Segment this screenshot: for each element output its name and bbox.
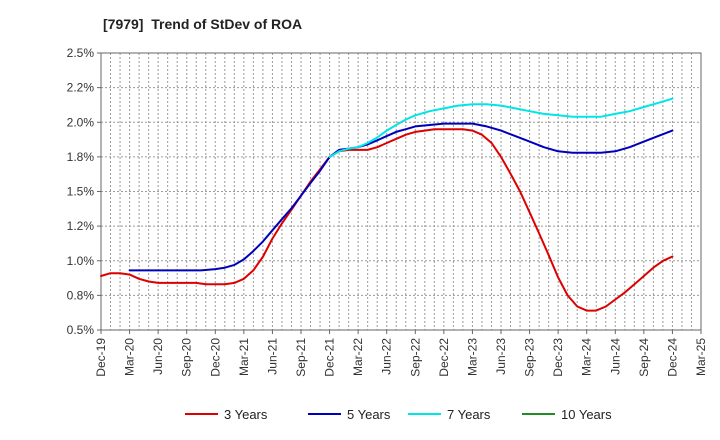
x-tick-label: Jun-20: [151, 338, 165, 375]
x-tick-label: Mar-22: [351, 338, 365, 376]
x-tick-label: Dec-21: [323, 338, 337, 377]
x-tick-label: Mar-20: [123, 338, 137, 376]
y-tick-label: 1.5%: [67, 185, 95, 199]
grid-layer: [101, 52, 701, 331]
x-tick-label: Dec-19: [94, 338, 108, 377]
x-tick-label: Dec-20: [208, 338, 222, 377]
x-tick-label: Sep-21: [294, 338, 308, 377]
x-tick-label: Dec-24: [665, 338, 679, 377]
series-line-5-years: [128, 122, 674, 272]
y-tick-label: 1.8%: [67, 150, 95, 164]
legend-label-10-years: 10 Years: [561, 407, 612, 422]
y-tick-label: 1.2%: [67, 219, 95, 233]
x-axis: Dec-19 Mar-20 Jun-20 Sep-20 Dec-20 Mar-21 Jun-…: [94, 330, 708, 377]
legend-label-3-years: 3 Years: [224, 407, 268, 422]
chart-title: [7979] Trend of StDev of ROA: [103, 16, 303, 32]
series-layer: [100, 97, 674, 312]
x-tick-label: Mar-24: [580, 338, 594, 376]
y-tick-label: 0.8%: [67, 288, 95, 302]
x-tick-label: Sep-23: [523, 338, 537, 377]
x-tick-label: Sep-22: [408, 338, 422, 377]
x-tick-label: Jun-24: [608, 338, 622, 375]
x-tick-label: Jun-23: [494, 338, 508, 375]
y-tick-label: 2.2%: [67, 81, 95, 95]
x-tick-label: Sep-20: [180, 338, 194, 377]
x-tick-label: Mar-23: [465, 338, 479, 376]
y-tick-label: 2.5%: [67, 46, 95, 60]
series-line-7-years: [328, 97, 674, 158]
legend-label-5-years: 5 Years: [347, 407, 391, 422]
series-line-3-years: [100, 128, 674, 312]
x-tick-label: Jun-22: [380, 338, 394, 375]
x-tick-label: Jun-21: [265, 338, 279, 375]
legend: 3 Years 5 Years 7 Years 10 Years: [185, 407, 612, 422]
x-tick-label: Mar-25: [694, 338, 708, 376]
x-tick-label: Mar-21: [237, 338, 251, 376]
y-tick-label: 0.5%: [67, 323, 95, 337]
x-tick-label: Sep-24: [637, 338, 651, 377]
y-tick-label: 2.0%: [67, 115, 95, 129]
y-axis: 0.5% 0.8% 1.0% 1.2% 1.5% 1.8% 2.0% 2.2% 2.5%: [67, 46, 101, 337]
legend-label-7-years: 7 Years: [447, 407, 491, 422]
x-tick-label: Dec-22: [437, 338, 451, 377]
y-tick-label: 1.0%: [67, 254, 95, 268]
x-tick-label: Dec-23: [551, 338, 565, 377]
